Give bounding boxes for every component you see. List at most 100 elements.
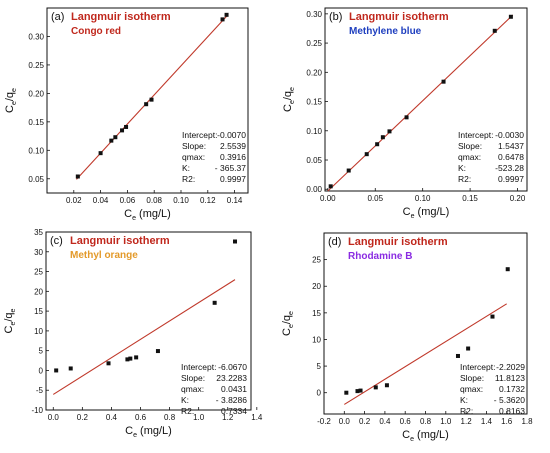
x-tick-label: 0.4 [379,417,391,426]
param-value: -0.0030 [495,130,524,140]
param-label: Intercept: [182,130,217,140]
panel-title: Langmuir isotherm [349,11,449,23]
y-tick-label: 0.30 [306,10,322,19]
x-tick-label: -0.2 [317,417,331,426]
panel-a: 0.02 0.04 0.06 0.08 0.10 0.12 0.14 0.05 0.10 0.15… [4,7,249,222]
data-point [375,142,380,147]
param-label: Slope: [182,141,206,151]
param-label: Slope: [181,373,205,383]
x-axis-label: Ce (mg/L) [125,425,172,439]
param-value: 0.6478 [498,152,524,162]
data-point [490,314,495,319]
x-tick-label: 1.4 [251,413,263,422]
param-value: 0.9997 [220,174,246,184]
x-tick-label: 0.08 [146,196,162,205]
y-tick-label: 0.00 [306,185,322,194]
param-value: 0.1732 [499,384,525,394]
x-tick-label: 0.06 [120,196,136,205]
panel-title: Langmuir isotherm [348,236,448,248]
param-value: -2.2029 [496,362,525,372]
data-point [346,168,351,173]
x-tick-label: 0.6 [135,413,147,422]
data-point [144,102,149,107]
param-value: -6.0670 [218,362,247,372]
y-tick-label: 30 [34,248,43,257]
param-value: 11.8123 [495,373,525,383]
param-value: - 3.8286 [216,395,247,405]
data-point [155,349,160,354]
param-label: Slope: [458,141,482,151]
fit-parameters: Intercept: -0.0070 Slope: 2.5539 qmax: 0.3916… [182,130,246,184]
data-point [233,239,238,244]
data-point [380,135,385,140]
x-axis-label: Ce (mg/L) [403,206,450,220]
data-point [220,17,225,22]
dye-name: Methyl orange [70,250,138,261]
data-point [441,79,446,84]
x-tick-label: 0.0 [48,413,60,422]
param-value: - 5.3620 [494,395,525,405]
panel-label: (c) [50,235,63,247]
data-point [120,128,125,133]
data-point [113,135,118,140]
y-tick-label: 0.05 [306,156,322,165]
x-tick-label: 0.2 [77,413,89,422]
data-point [373,385,378,390]
param-label: Intercept: [181,362,216,372]
y-tick-label: 20 [312,282,321,291]
x-tick-label: 1.0 [440,417,452,426]
fit-line [344,303,507,405]
data-point [358,388,363,393]
y-tick-label: 10 [34,327,43,336]
y-tick-label: -5 [36,386,44,395]
data-point [387,129,392,134]
y-tick-label: 0.20 [306,68,322,77]
x-tick-label: 1.0 [193,413,205,422]
x-tick-label: 1.2 [461,417,473,426]
dye-name: Rhodamine B [348,251,412,262]
data-point [68,366,73,371]
data-point [492,28,497,33]
param-value: 2.5539 [220,141,246,151]
x-tick-label: 1.8 [521,417,533,426]
param-label: R2: [182,174,195,184]
data-point [54,368,59,373]
panel-title: Langmuir isotherm [70,235,170,247]
param-value: 0.7334 [221,406,247,416]
panel-b: 0.00 0.05 0.10 0.15 0.20 0.00 0.05 0.10 0.15 0.20… [282,7,528,220]
dye-name: Congo red [71,26,121,37]
panel-c: 0.0 0.2 0.4 0.6 0.8 1.0 1.2 1.4 -10 -5 0 5 10 15 20 25 3… [3,228,263,439]
param-label: K: [182,163,190,173]
y-axis-label: Ce/qe [3,308,17,333]
param-label: K: [460,395,468,405]
x-tick-label: 0.14 [227,196,243,205]
panel-label: (a) [51,11,64,23]
param-label: K: [458,163,466,173]
y-tick-label: 15 [312,309,321,318]
y-tick-label: -10 [31,406,43,415]
y-tick-label: 0.10 [306,127,322,136]
y-tick-label: 25 [312,256,321,265]
fit-parameters: Intercept: -0.0030 Slope: 1.5437 qmax: 0.6478… [458,130,524,184]
param-value: - 365.37 [215,163,246,173]
y-tick-label: 0.20 [28,89,44,98]
param-label: Slope: [460,373,484,383]
plot-frame [45,231,252,411]
data-point [328,184,333,189]
param-label: R2: [460,406,473,416]
x-tick-label: 1.4 [481,417,493,426]
param-label: qmax: [458,152,481,162]
param-label: Intercept: [458,130,493,140]
x-tick-label: 0.04 [93,196,109,205]
y-tick-label: 25 [34,268,43,277]
param-value: -523.28 [495,163,524,173]
y-tick-label: 5 [39,347,44,356]
data-point [508,14,513,19]
x-tick-label: 0.2 [359,417,371,426]
data-point [505,267,510,272]
data-point [404,115,409,120]
param-value: 0.9997 [498,174,524,184]
param-value: 0.8163 [499,406,525,416]
data-point [125,357,130,362]
y-tick-label: 5 [317,362,322,371]
